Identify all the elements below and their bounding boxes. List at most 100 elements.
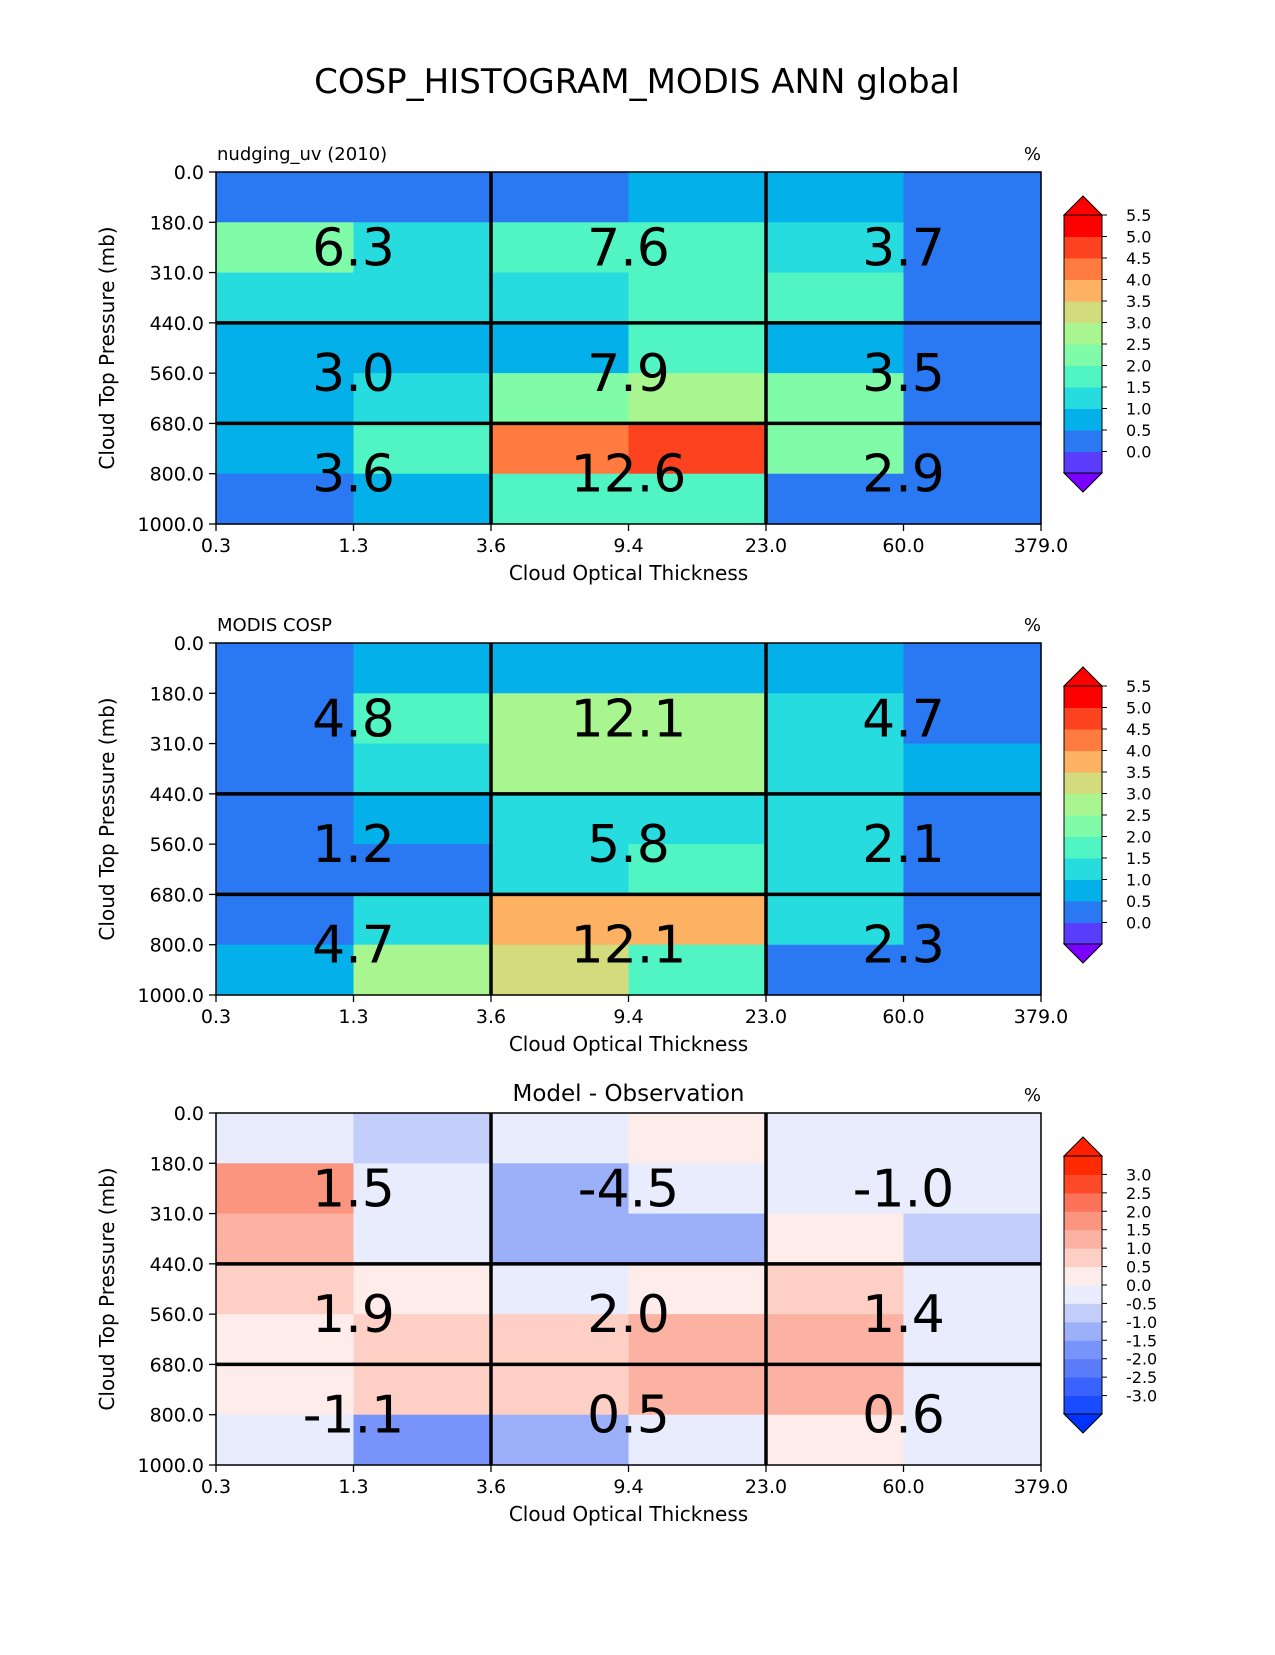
x-axis-label: Cloud Optical Thickness (509, 1032, 748, 1056)
x-tick-label: 1.3 (338, 1006, 368, 1028)
x-tick-label: 60.0 (882, 1476, 924, 1498)
heatmap-cell (491, 1314, 630, 1366)
region-value-label: 5.8 (587, 815, 670, 875)
colorbar-segment (1064, 858, 1102, 880)
colorbar-segment (1064, 301, 1102, 323)
y-tick-label: 800.0 (150, 935, 204, 957)
colorbar: 0.0 0.5 1.0 1.5 2.0 2.5 3.0 3.5 4.0 4.5 5.0 5.5 (1062, 666, 1151, 964)
heatmap-cell (628, 944, 767, 996)
y-tick-label: 800.0 (150, 464, 204, 486)
heatmap-cell (628, 643, 767, 694)
colorbar-extend-max (1062, 666, 1104, 687)
heatmap-cell (628, 222, 767, 274)
colorbar-segment (1064, 387, 1102, 409)
heatmap-cell (491, 1113, 630, 1164)
colorbar-tick-label: 4.5 (1126, 249, 1151, 268)
y-tick-label: 180.0 (150, 212, 204, 234)
heatmap-cell (766, 172, 905, 223)
heatmap-cell (216, 322, 355, 374)
heatmap-cell (903, 1314, 1042, 1366)
heatmap-cell (491, 793, 630, 845)
region-value-label: 2.1 (862, 815, 945, 875)
colorbar-tick-label: 3.5 (1126, 763, 1151, 782)
colorbar-segment (1064, 1358, 1102, 1378)
heatmap-cell (903, 894, 1042, 946)
colorbar-tick-label: 4.0 (1126, 271, 1151, 290)
heatmap-cell (766, 1263, 905, 1315)
heatmap-cell (216, 172, 355, 223)
heatmap-cell (903, 373, 1042, 425)
colorbar-tick-label: 2.0 (1126, 828, 1151, 847)
heatmap-cell (628, 1113, 767, 1164)
heatmap-cell (353, 1364, 492, 1416)
heatmap-cell (491, 172, 630, 223)
heatmap-cell (766, 423, 905, 475)
heatmap-cell (628, 1364, 767, 1416)
heatmap-cell (491, 473, 630, 525)
colorbar-tick-label: -1.0 (1126, 1313, 1157, 1332)
heatmap-cell (216, 944, 355, 996)
region-value-label: 2.0 (587, 1285, 670, 1345)
heatmap-cell (903, 1364, 1042, 1416)
colorbar-tick-label: 2.5 (1126, 335, 1151, 354)
colorbar-tick-label: 2.0 (1126, 1202, 1151, 1221)
y-tick-label: 440.0 (150, 1254, 204, 1276)
heatmap-cell (216, 1263, 355, 1315)
heatmap-cell (216, 894, 355, 946)
region-dividers (216, 1113, 1041, 1465)
heatmap-cell (353, 1314, 492, 1366)
colorbar-extend-min (1062, 472, 1104, 493)
heatmap-cell (353, 793, 492, 845)
heatmap-cell (216, 1213, 355, 1265)
y-tick-label: 0.0 (174, 1103, 204, 1125)
region-value-label: 1.2 (312, 815, 395, 875)
colorbar-segment (1064, 1377, 1102, 1397)
colorbar-tick-label: -2.5 (1126, 1368, 1157, 1387)
y-tick-label: 680.0 (150, 1354, 204, 1376)
heatmap-cell (216, 793, 355, 845)
y-tick-label: 440.0 (150, 784, 204, 806)
region-value-label: 0.5 (587, 1386, 670, 1446)
heatmap-cell (903, 473, 1042, 525)
x-tick-label: 0.3 (201, 1476, 231, 1498)
region-value-label: 0.6 (862, 1386, 945, 1446)
panel-2: 4.8 12.1 4.7 1.2 5.8 2.1 4.7 12.1 2.3 0.3 1.3 3.6 9.… (95, 615, 1151, 1056)
x-tick-label: 1.3 (338, 535, 368, 557)
x-tick-label: 9.4 (613, 1476, 643, 1498)
colorbar-tick-label: 0.0 (1126, 443, 1151, 462)
heatmap-cell (766, 1163, 905, 1215)
region-value-label: 3.5 (862, 344, 945, 404)
heatmap-cell (491, 1213, 630, 1265)
colorbar-segment (1064, 344, 1102, 366)
heatmap-cell (766, 793, 905, 845)
colorbar-tick-label: 1.0 (1126, 400, 1151, 419)
region-value-label: 4.8 (312, 689, 395, 749)
colorbar-segment (1064, 815, 1102, 837)
heatmap-cell (766, 944, 905, 996)
heatmap-cell (216, 1163, 355, 1215)
heatmap-cell (353, 222, 492, 274)
heatmap-cell (903, 793, 1042, 845)
y-tick-label: 310.0 (150, 263, 204, 285)
heatmap-cell (353, 894, 492, 946)
region-value-label: 7.9 (587, 344, 670, 404)
colorbar-segment (1064, 1211, 1102, 1231)
heatmap-cell (903, 643, 1042, 694)
colorbar-tick-label: 0.5 (1126, 1258, 1151, 1277)
colorbar-segment (1064, 707, 1102, 730)
colorbar-tick-label: 4.5 (1126, 720, 1151, 739)
colorbar-segment (1064, 279, 1102, 302)
colorbar-segment (1064, 922, 1102, 945)
x-tick-label: 379.0 (1014, 1476, 1068, 1498)
colorbar-segment (1064, 901, 1102, 923)
y-tick-label: 0.0 (174, 633, 204, 655)
heatmap-cells (216, 172, 1042, 525)
heatmap-cell (903, 743, 1042, 795)
x-tick-label: 3.6 (476, 1006, 506, 1028)
heatmap-cell (353, 373, 492, 425)
panel-left-title: nudging_uv (2010) (217, 144, 387, 165)
heatmap-cell (491, 322, 630, 374)
heatmap-cell (216, 373, 355, 425)
x-tick-label: 60.0 (882, 1006, 924, 1028)
heatmap-cell (353, 473, 492, 525)
